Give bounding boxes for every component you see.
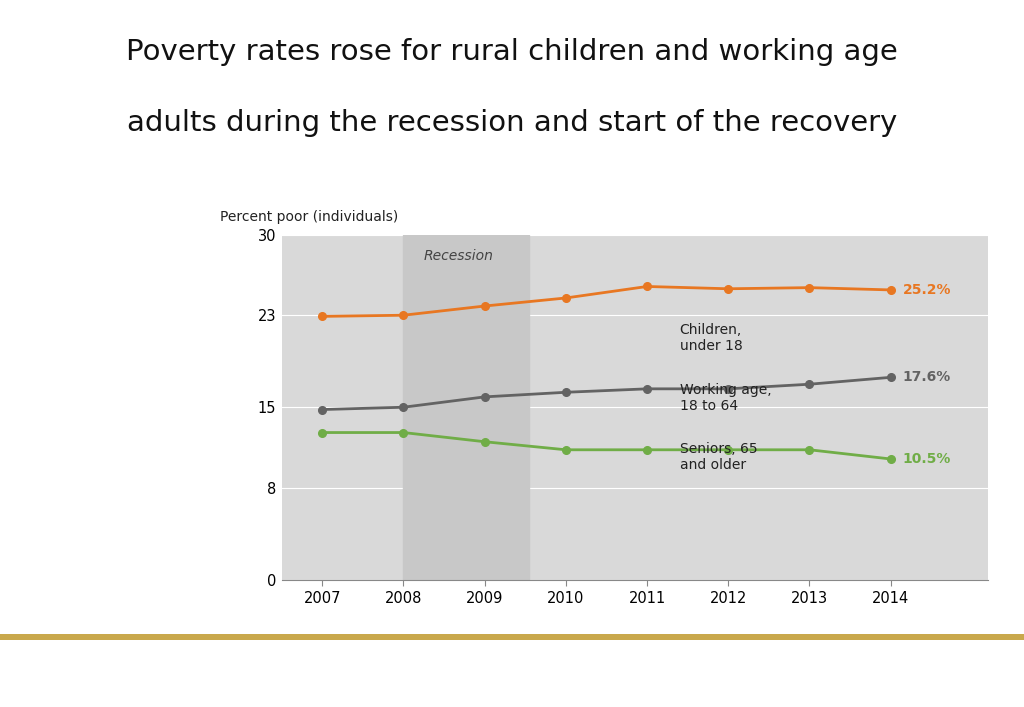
Text: Children,
under 18: Children, under 18 — [680, 323, 742, 354]
Bar — [0, 633, 1024, 641]
Text: USDA: USDA — [20, 664, 59, 677]
Text: Economic Research Service: Economic Research Service — [72, 656, 263, 669]
Text: Percent poor (individuals): Percent poor (individuals) — [220, 210, 398, 224]
Text: Working age,
18 to 64: Working age, 18 to 64 — [680, 383, 771, 414]
Text: www.ers.usda.gov: www.ers.usda.gov — [72, 677, 160, 688]
Text: Poverty rates rose for rural children and working age: Poverty rates rose for rural children an… — [126, 37, 898, 66]
Text: 17.6%: 17.6% — [903, 370, 951, 385]
Text: 10.5%: 10.5% — [903, 452, 951, 466]
Text: Rural poverty rates by age group, 2007-14: Rural poverty rates by age group, 2007-1… — [219, 170, 586, 185]
Text: adults during the recession and start of the recovery: adults during the recession and start of… — [127, 109, 897, 137]
Text: 21: 21 — [974, 666, 993, 680]
Text: 25.2%: 25.2% — [903, 283, 951, 297]
Text: Recession: Recession — [424, 249, 494, 263]
Text: Seniors, 65
and older: Seniors, 65 and older — [680, 442, 757, 472]
Bar — [403, 235, 529, 580]
